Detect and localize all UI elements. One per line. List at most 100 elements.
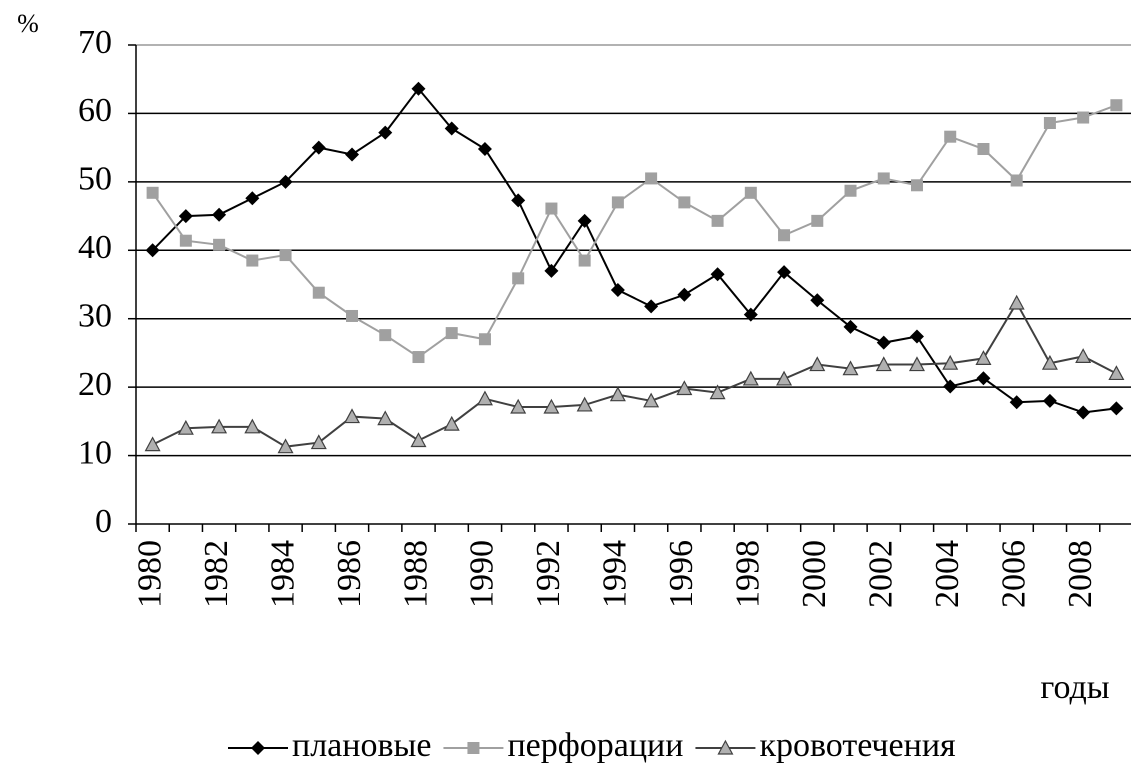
marker	[411, 81, 426, 96]
marker	[977, 143, 990, 156]
marker	[178, 209, 193, 224]
marker	[1075, 348, 1092, 363]
marker	[512, 272, 525, 285]
marker	[778, 229, 791, 242]
marker	[645, 172, 658, 185]
y-tick-label: 20	[78, 366, 112, 403]
marker	[312, 286, 325, 299]
x-tick-label: 2008	[1062, 540, 1099, 608]
marker	[910, 179, 923, 192]
x-tick-label: 1998	[730, 540, 767, 608]
marker	[676, 380, 693, 396]
x-tick-label: 1984	[264, 540, 301, 608]
marker	[709, 384, 726, 400]
x-tick-label: 2000	[796, 540, 833, 608]
marker	[1110, 99, 1123, 112]
marker	[742, 370, 759, 386]
legend-label: перфорации	[507, 727, 683, 764]
marker	[577, 213, 592, 228]
marker	[144, 436, 161, 452]
marker	[478, 333, 491, 346]
marker	[844, 184, 857, 197]
marker	[179, 234, 192, 247]
y-tick-label: 50	[78, 161, 112, 198]
marker	[345, 147, 360, 162]
x-tick-label: 2002	[863, 540, 900, 608]
marker	[1043, 117, 1056, 130]
x-tick-label: 1994	[597, 540, 634, 608]
y-tick-label: 60	[78, 92, 112, 129]
marker	[344, 408, 361, 424]
x-axis-label: годы	[1040, 669, 1109, 706]
marker	[743, 307, 758, 322]
marker	[379, 329, 392, 342]
marker	[710, 267, 725, 282]
marker	[1009, 395, 1024, 410]
x-tick-label: 1988	[397, 540, 434, 608]
marker	[467, 742, 480, 754]
y-axis-label: %	[17, 9, 39, 38]
marker	[877, 172, 890, 185]
marker	[543, 398, 560, 414]
marker	[1042, 393, 1057, 408]
marker	[177, 419, 194, 435]
marker	[678, 196, 691, 209]
marker	[279, 249, 292, 262]
marker	[1076, 405, 1091, 420]
marker	[246, 254, 259, 267]
x-tick-label: 1980	[131, 540, 168, 608]
marker	[212, 207, 227, 222]
marker	[412, 351, 425, 364]
legend-label: кровотечения	[759, 727, 956, 764]
marker	[908, 356, 925, 372]
marker	[445, 327, 458, 340]
marker	[943, 379, 958, 394]
marker	[145, 243, 160, 258]
marker	[976, 371, 991, 386]
marker	[1109, 401, 1124, 416]
y-tick-label: 10	[78, 434, 112, 471]
marker	[609, 386, 626, 402]
marker	[811, 214, 824, 227]
marker	[346, 309, 359, 322]
marker	[576, 396, 593, 412]
marker	[717, 739, 734, 755]
marker	[510, 398, 527, 414]
marker	[311, 140, 326, 155]
marker	[245, 191, 260, 206]
marker	[310, 434, 327, 450]
marker	[1041, 354, 1058, 370]
marker	[544, 263, 559, 278]
x-tick-label: 1982	[198, 540, 235, 608]
marker	[476, 390, 493, 406]
marker	[244, 418, 261, 434]
marker	[610, 282, 625, 297]
marker	[410, 432, 427, 448]
y-tick-label: 0	[95, 503, 112, 540]
marker	[644, 299, 659, 314]
marker	[744, 186, 757, 199]
marker	[278, 174, 293, 189]
marker	[213, 238, 226, 251]
marker	[211, 418, 228, 434]
marker	[876, 335, 891, 350]
y-tick-label: 30	[78, 298, 112, 335]
marker	[377, 410, 394, 426]
x-tick-label: 1990	[464, 540, 501, 608]
marker	[611, 196, 624, 209]
marker	[443, 415, 460, 431]
x-tick-label: 2004	[929, 540, 966, 608]
marker	[643, 392, 660, 408]
marker	[777, 265, 792, 280]
marker	[776, 370, 793, 386]
marker	[444, 121, 459, 136]
marker	[1008, 294, 1025, 310]
marker	[944, 130, 957, 143]
marker	[810, 293, 825, 308]
marker	[809, 356, 826, 372]
marker	[1010, 174, 1023, 187]
marker	[875, 356, 892, 372]
marker	[146, 186, 159, 199]
marker	[251, 741, 265, 755]
